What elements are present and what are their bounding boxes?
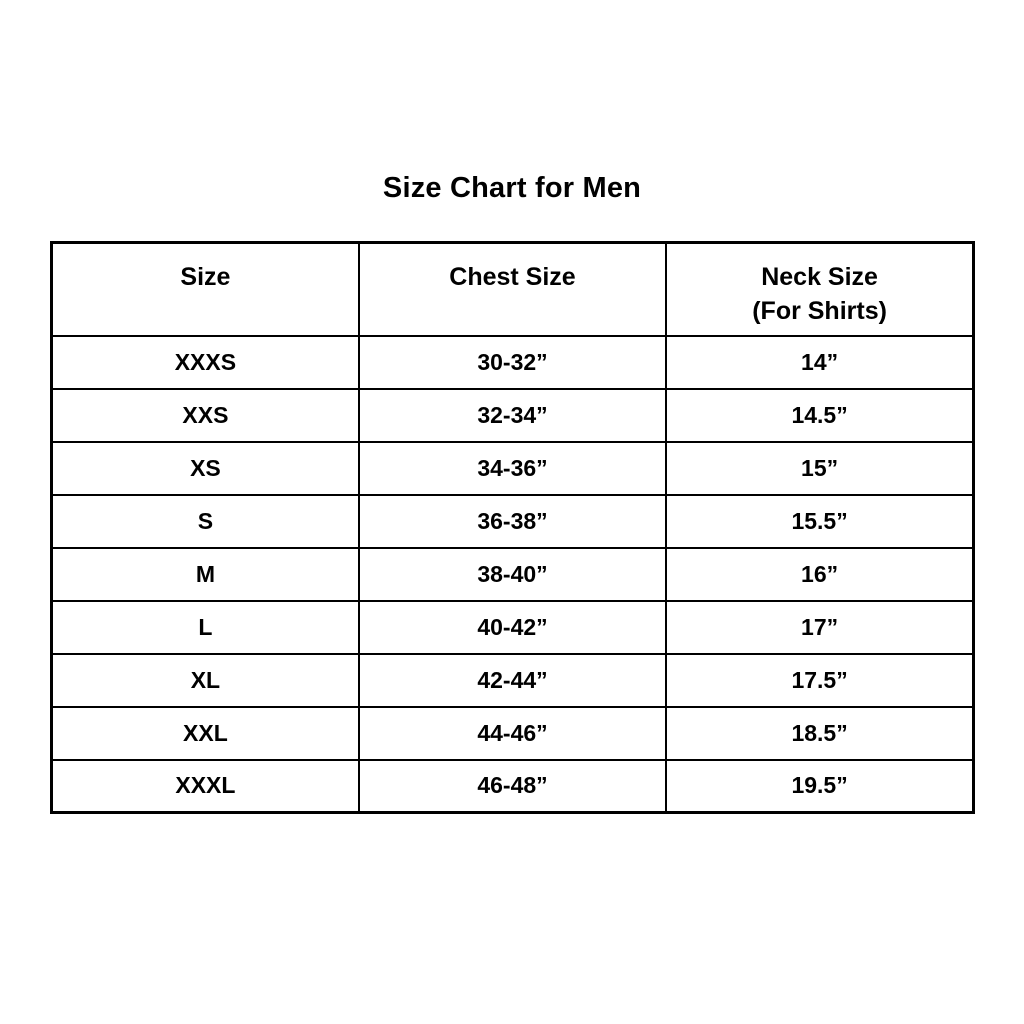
column-header-size: Size — [50, 241, 360, 337]
column-header-chest-label: Chest Size — [449, 263, 576, 291]
size-cell: XS — [50, 440, 360, 496]
column-header-size-label: Size — [180, 263, 231, 291]
neck-cell: 15” — [665, 440, 975, 496]
column-header-neck-label: Neck Size — [761, 263, 878, 291]
neck-cell: 19.5” — [665, 758, 975, 814]
table-row: XXXS 30-32” 14” — [50, 334, 975, 390]
page-title: Size Chart for Men — [382, 172, 642, 204]
chest-cell: 46-48” — [357, 758, 668, 814]
neck-cell: 14.5” — [665, 387, 975, 443]
chest-cell: 38-40” — [357, 546, 668, 602]
size-cell: XXS — [50, 387, 360, 443]
table-row: XXS 32-34” 14.5” — [50, 387, 975, 443]
size-chart-table: Size Chest Size Neck Size (For Shirts) X… — [50, 241, 975, 814]
table-row: XXL 44-46” 18.5” — [50, 705, 975, 761]
chest-cell: 44-46” — [357, 705, 668, 761]
size-cell: XL — [50, 652, 360, 708]
chest-cell: 36-38” — [357, 493, 668, 549]
column-header-neck-sublabel: (For Shirts) — [752, 297, 887, 325]
column-header-neck: Neck Size (For Shirts) — [665, 241, 975, 337]
table-row: L 40-42” 17” — [50, 599, 975, 655]
size-cell: XXL — [50, 705, 360, 761]
chest-cell: 40-42” — [357, 599, 668, 655]
table-row: S 36-38” 15.5” — [50, 493, 975, 549]
header-row: Size Chest Size Neck Size (For Shirts) — [50, 241, 975, 337]
table-row: M 38-40” 16” — [50, 546, 975, 602]
chest-cell: 42-44” — [357, 652, 668, 708]
table-row: XXXL 46-48” 19.5” — [50, 758, 975, 814]
size-cell: L — [50, 599, 360, 655]
size-cell: XXXS — [50, 334, 360, 390]
chest-cell: 32-34” — [357, 387, 668, 443]
chest-cell: 30-32” — [357, 334, 668, 390]
neck-cell: 16” — [665, 546, 975, 602]
neck-cell: 17” — [665, 599, 975, 655]
size-cell: M — [50, 546, 360, 602]
neck-cell: 17.5” — [665, 652, 975, 708]
size-cell: XXXL — [50, 758, 360, 814]
neck-cell: 14” — [665, 334, 975, 390]
neck-cell: 15.5” — [665, 493, 975, 549]
neck-cell: 18.5” — [665, 705, 975, 761]
size-cell: S — [50, 493, 360, 549]
chest-cell: 34-36” — [357, 440, 668, 496]
table-body: XXXS 30-32” 14” XXS 32-34” 14.5” XS 34-3… — [50, 334, 975, 814]
column-header-chest: Chest Size — [357, 241, 668, 337]
table-row: XS 34-36” 15” — [50, 440, 975, 496]
table-header: Size Chest Size Neck Size (For Shirts) — [50, 241, 975, 337]
table-row: XL 42-44” 17.5” — [50, 652, 975, 708]
